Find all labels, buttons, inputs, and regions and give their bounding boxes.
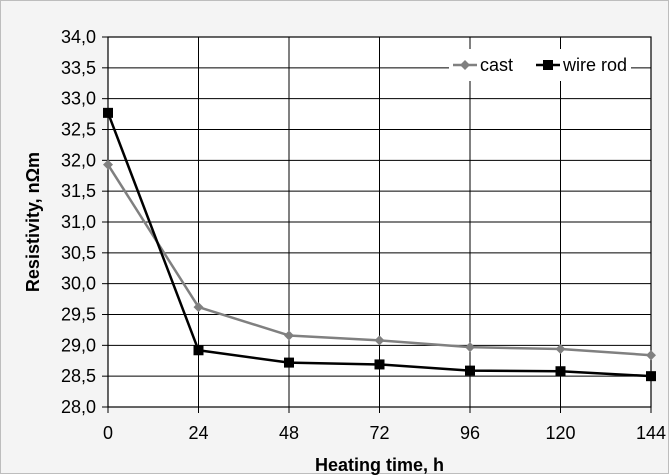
legend-label: wire rod <box>562 55 627 75</box>
data-point <box>646 350 656 361</box>
data-point <box>555 344 566 355</box>
data-point <box>374 335 385 346</box>
y-tick-label: 33,5 <box>61 58 96 78</box>
x-tick-label: 144 <box>636 423 666 443</box>
x-tick-label: 96 <box>460 423 480 443</box>
y-tick-label: 30,0 <box>61 274 96 294</box>
series-wire-rod <box>103 107 656 382</box>
data-point <box>465 365 475 376</box>
data-point <box>646 371 656 382</box>
x-axis-title: Heating time, h <box>315 455 444 475</box>
x-tick-label: 72 <box>369 423 389 443</box>
y-tick-label: 32,0 <box>61 150 96 170</box>
series-cast <box>103 159 656 361</box>
legend-entry: wire rod <box>536 55 627 75</box>
y-tick-label: 32,5 <box>61 120 96 140</box>
y-tick-label: 29,0 <box>61 335 96 355</box>
y-axis-title: Resistivity, nΩm <box>23 152 43 292</box>
y-tick-label: 31,5 <box>61 181 96 201</box>
data-point <box>193 302 204 313</box>
data-point <box>374 359 385 370</box>
y-tick-label: 31,0 <box>61 212 96 232</box>
data-point <box>284 330 294 341</box>
y-tick-label: 33,0 <box>61 89 96 109</box>
series-layer <box>103 107 656 382</box>
horizontal-gridlines <box>108 67 651 377</box>
x-tick-label: 48 <box>279 423 299 443</box>
data-point <box>103 107 113 118</box>
x-axis-ticks: 0 24 48 72 96 120 144 <box>103 407 666 443</box>
y-tick-label: 28,5 <box>61 366 96 386</box>
legend-marker <box>543 60 553 70</box>
y-tick-label: 34,0 <box>61 27 96 47</box>
data-point <box>465 342 475 353</box>
x-tick-label: 24 <box>188 423 208 443</box>
data-point <box>193 345 204 356</box>
legend-marker <box>460 60 470 70</box>
legend-label: cast <box>480 55 513 75</box>
data-point <box>555 366 566 377</box>
data-point <box>284 357 294 368</box>
data-point <box>103 159 113 170</box>
x-tick-label: 120 <box>545 423 575 443</box>
y-tick-label: 30,5 <box>61 243 96 263</box>
y-tick-label: 28,0 <box>61 397 96 417</box>
legend: cast wire rod <box>449 49 631 81</box>
y-tick-label: 29,5 <box>61 305 96 325</box>
x-tick-label: 0 <box>103 423 113 443</box>
legend-entry: cast <box>453 55 513 75</box>
y-axis-ticks: 28,0 28,5 29,0 29,5 30,0 30,5 31,0 31,5 32,0 32,5… <box>61 27 108 417</box>
